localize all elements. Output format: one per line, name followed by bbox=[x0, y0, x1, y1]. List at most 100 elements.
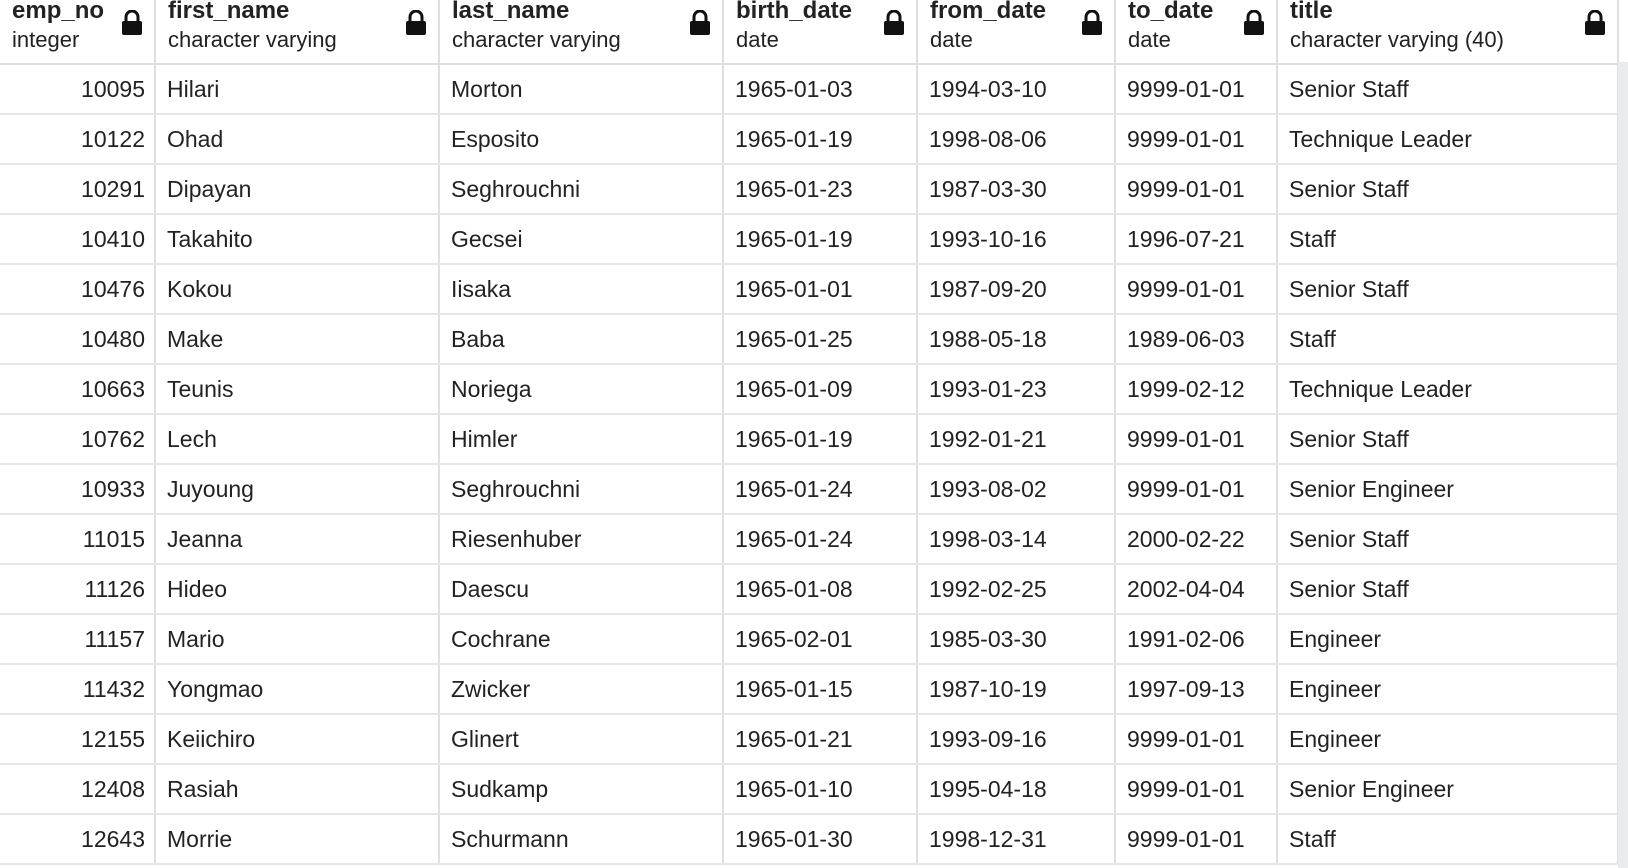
cell-emp-no[interactable]: 11015 bbox=[0, 514, 156, 565]
cell-first-name[interactable]: Ohad bbox=[155, 114, 440, 165]
cell-to-date[interactable]: 9999-01-01 bbox=[1115, 64, 1278, 115]
table-row[interactable]: 10291 Dipayan Seghrouchni 1965-01-23 1987-03… bbox=[0, 164, 1619, 215]
cell-last-name[interactable]: Himler bbox=[439, 414, 724, 465]
cell-birth-date[interactable]: 1965-01-24 bbox=[723, 514, 918, 565]
cell-birth-date[interactable]: 1965-01-08 bbox=[723, 564, 918, 615]
column-header-last-name[interactable]: last_name character varying bbox=[439, 0, 724, 65]
vertical-scrollbar[interactable] bbox=[1618, 62, 1628, 868]
cell-birth-date[interactable]: 1965-01-15 bbox=[723, 664, 918, 715]
cell-first-name[interactable]: Rasiah bbox=[155, 764, 440, 815]
cell-from-date[interactable]: 1998-03-14 bbox=[917, 514, 1116, 565]
cell-first-name[interactable]: Jeanna bbox=[155, 514, 440, 565]
cell-emp-no[interactable]: 11432 bbox=[0, 664, 156, 715]
cell-title[interactable]: Engineer bbox=[1277, 614, 1619, 665]
table-row[interactable]: 10476 Kokou Iisaka 1965-01-01 1987-09-20 9999… bbox=[0, 264, 1619, 315]
cell-emp-no[interactable]: 10410 bbox=[0, 214, 156, 265]
cell-first-name[interactable]: Takahito bbox=[155, 214, 440, 265]
cell-from-date[interactable]: 1998-08-06 bbox=[917, 114, 1116, 165]
cell-to-date[interactable]: 9999-01-01 bbox=[1115, 764, 1278, 815]
column-header-birth-date[interactable]: birth_date date bbox=[723, 0, 918, 65]
cell-last-name[interactable]: Seghrouchni bbox=[439, 164, 724, 215]
cell-last-name[interactable]: Morton bbox=[439, 64, 724, 115]
cell-birth-date[interactable]: 1965-01-19 bbox=[723, 414, 918, 465]
cell-to-date[interactable]: 1989-06-03 bbox=[1115, 314, 1278, 365]
cell-to-date[interactable]: 9999-01-01 bbox=[1115, 264, 1278, 315]
table-row[interactable]: 12643 Morrie Schurmann 1965-01-30 1998-12-31… bbox=[0, 814, 1619, 865]
cell-birth-date[interactable]: 1965-01-25 bbox=[723, 314, 918, 365]
cell-birth-date[interactable]: 1965-01-19 bbox=[723, 214, 918, 265]
cell-first-name[interactable]: Hideo bbox=[155, 564, 440, 615]
cell-emp-no[interactable]: 10291 bbox=[0, 164, 156, 215]
column-header-from-date[interactable]: from_date date bbox=[917, 0, 1116, 65]
cell-from-date[interactable]: 1993-09-16 bbox=[917, 714, 1116, 765]
table-row[interactable]: 10095 Hilari Morton 1965-01-03 1994-03-10 999… bbox=[0, 64, 1619, 115]
cell-last-name[interactable]: Gecsei bbox=[439, 214, 724, 265]
table-row[interactable]: 10663 Teunis Noriega 1965-01-09 1993-01-23 19… bbox=[0, 364, 1619, 415]
cell-title[interactable]: Technique Leader bbox=[1277, 364, 1619, 415]
cell-from-date[interactable]: 1987-10-19 bbox=[917, 664, 1116, 715]
cell-first-name[interactable]: Make bbox=[155, 314, 440, 365]
cell-last-name[interactable]: Iisaka bbox=[439, 264, 724, 315]
cell-birth-date[interactable]: 1965-01-03 bbox=[723, 64, 918, 115]
cell-last-name[interactable]: Daescu bbox=[439, 564, 724, 615]
cell-from-date[interactable]: 1992-02-25 bbox=[917, 564, 1116, 615]
cell-last-name[interactable]: Schurmann bbox=[439, 814, 724, 865]
table-row[interactable]: 10410 Takahito Gecsei 1965-01-19 1993-10-16 1… bbox=[0, 214, 1619, 265]
cell-emp-no[interactable]: 10476 bbox=[0, 264, 156, 315]
cell-from-date[interactable]: 1995-04-18 bbox=[917, 764, 1116, 815]
cell-last-name[interactable]: Esposito bbox=[439, 114, 724, 165]
cell-last-name[interactable]: Noriega bbox=[439, 364, 724, 415]
cell-to-date[interactable]: 1991-02-06 bbox=[1115, 614, 1278, 665]
cell-last-name[interactable]: Riesenhuber bbox=[439, 514, 724, 565]
cell-first-name[interactable]: Mario bbox=[155, 614, 440, 665]
cell-emp-no[interactable]: 11126 bbox=[0, 564, 156, 615]
cell-emp-no[interactable]: 10095 bbox=[0, 64, 156, 115]
table-row[interactable]: 12155 Keiichiro Glinert 1965-01-21 1993-09-1… bbox=[0, 714, 1619, 765]
column-header-emp-no[interactable]: emp_no integer bbox=[0, 0, 156, 65]
table-row[interactable]: 12408 Rasiah Sudkamp 1965-01-10 1995-04-18 99… bbox=[0, 764, 1619, 815]
cell-to-date[interactable]: 9999-01-01 bbox=[1115, 164, 1278, 215]
cell-emp-no[interactable]: 12408 bbox=[0, 764, 156, 815]
cell-last-name[interactable]: Seghrouchni bbox=[439, 464, 724, 515]
cell-from-date[interactable]: 1994-03-10 bbox=[917, 64, 1116, 115]
cell-last-name[interactable]: Zwicker bbox=[439, 664, 724, 715]
cell-to-date[interactable]: 2000-02-22 bbox=[1115, 514, 1278, 565]
cell-first-name[interactable]: Keiichiro bbox=[155, 714, 440, 765]
cell-last-name[interactable]: Baba bbox=[439, 314, 724, 365]
cell-from-date[interactable]: 1993-10-16 bbox=[917, 214, 1116, 265]
cell-title[interactable]: Engineer bbox=[1277, 714, 1619, 765]
cell-title[interactable]: Senior Engineer bbox=[1277, 464, 1619, 515]
cell-first-name[interactable]: Kokou bbox=[155, 264, 440, 315]
cell-title[interactable]: Senior Staff bbox=[1277, 264, 1619, 315]
cell-to-date[interactable]: 9999-01-01 bbox=[1115, 114, 1278, 165]
cell-title[interactable]: Senior Staff bbox=[1277, 64, 1619, 115]
cell-birth-date[interactable]: 1965-01-30 bbox=[723, 814, 918, 865]
cell-emp-no[interactable]: 10933 bbox=[0, 464, 156, 515]
cell-from-date[interactable]: 1998-12-31 bbox=[917, 814, 1116, 865]
cell-birth-date[interactable]: 1965-01-24 bbox=[723, 464, 918, 515]
cell-to-date[interactable]: 9999-01-01 bbox=[1115, 814, 1278, 865]
cell-title[interactable]: Senior Staff bbox=[1277, 164, 1619, 215]
cell-birth-date[interactable]: 1965-01-10 bbox=[723, 764, 918, 815]
cell-emp-no[interactable]: 10663 bbox=[0, 364, 156, 415]
cell-last-name[interactable]: Sudkamp bbox=[439, 764, 724, 815]
cell-from-date[interactable]: 1987-03-30 bbox=[917, 164, 1116, 215]
cell-to-date[interactable]: 1999-02-12 bbox=[1115, 364, 1278, 415]
cell-to-date[interactable]: 1997-09-13 bbox=[1115, 664, 1278, 715]
cell-first-name[interactable]: Yongmao bbox=[155, 664, 440, 715]
cell-from-date[interactable]: 1988-05-18 bbox=[917, 314, 1116, 365]
cell-to-date[interactable]: 1996-07-21 bbox=[1115, 214, 1278, 265]
cell-first-name[interactable]: Morrie bbox=[155, 814, 440, 865]
cell-title[interactable]: Senior Staff bbox=[1277, 414, 1619, 465]
table-row[interactable]: 10122 Ohad Esposito 1965-01-19 1998-08-06 999… bbox=[0, 114, 1619, 165]
table-row[interactable]: 10762 Lech Himler 1965-01-19 1992-01-21 9999-… bbox=[0, 414, 1619, 465]
cell-to-date[interactable]: 9999-01-01 bbox=[1115, 714, 1278, 765]
column-header-title[interactable]: title character varying (40) bbox=[1277, 0, 1619, 65]
cell-title[interactable]: Staff bbox=[1277, 814, 1619, 865]
cell-to-date[interactable]: 9999-01-01 bbox=[1115, 464, 1278, 515]
table-row[interactable]: 10480 Make Baba 1965-01-25 1988-05-18 1989-06… bbox=[0, 314, 1619, 365]
table-row[interactable]: 11126 Hideo Daescu 1965-01-08 1992-02-25 2002… bbox=[0, 564, 1619, 615]
cell-from-date[interactable]: 1993-08-02 bbox=[917, 464, 1116, 515]
cell-last-name[interactable]: Cochrane bbox=[439, 614, 724, 665]
cell-emp-no[interactable]: 12155 bbox=[0, 714, 156, 765]
